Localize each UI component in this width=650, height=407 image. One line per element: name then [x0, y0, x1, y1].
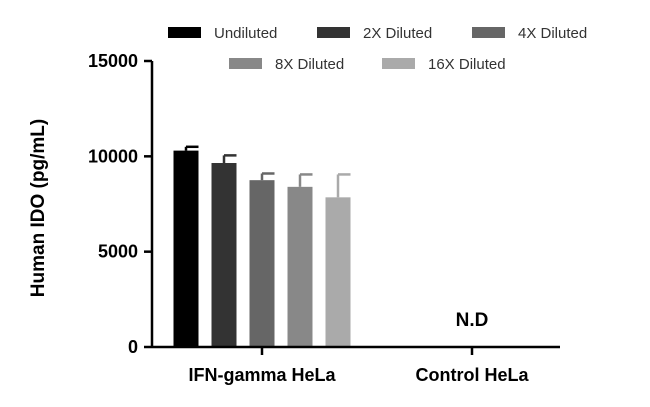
- legend-label: 8X Diluted: [275, 56, 344, 73]
- y-tick-label: 15000: [88, 51, 138, 71]
- legend-label: 4X Diluted: [518, 25, 587, 42]
- legend-label: 2X Diluted: [363, 25, 432, 42]
- bar: [249, 180, 275, 347]
- y-axis-title: Human IDO (pg/mL): [28, 119, 49, 297]
- x-axis: IFN-gamma HeLa Control HeLa: [152, 345, 560, 385]
- bar: [173, 150, 199, 347]
- legend: Undiluted 2X Diluted 4X Diluted 8X Diluted 1…: [168, 25, 587, 73]
- x-tick-label: IFN-gamma HeLa: [188, 365, 336, 385]
- y-tick-label: 5000: [98, 242, 138, 262]
- legend-swatch: [472, 27, 505, 38]
- y-tick-label: 0: [128, 337, 138, 357]
- x-tick-label: Control HeLa: [415, 365, 529, 385]
- y-tick-label: 10000: [88, 146, 138, 166]
- bar: [325, 197, 351, 347]
- bar: [211, 163, 237, 347]
- bars: N.D: [173, 145, 489, 347]
- legend-swatch: [229, 58, 262, 69]
- y-axis: 0 5000 10000 15000: [88, 51, 154, 357]
- legend-swatch: [382, 58, 415, 69]
- bar: [287, 186, 313, 347]
- legend-swatch: [168, 27, 201, 38]
- annotation-label: N.D: [456, 310, 489, 331]
- legend-label: Undiluted: [214, 25, 277, 42]
- legend-swatch: [317, 27, 350, 38]
- legend-label: 16X Diluted: [428, 56, 506, 73]
